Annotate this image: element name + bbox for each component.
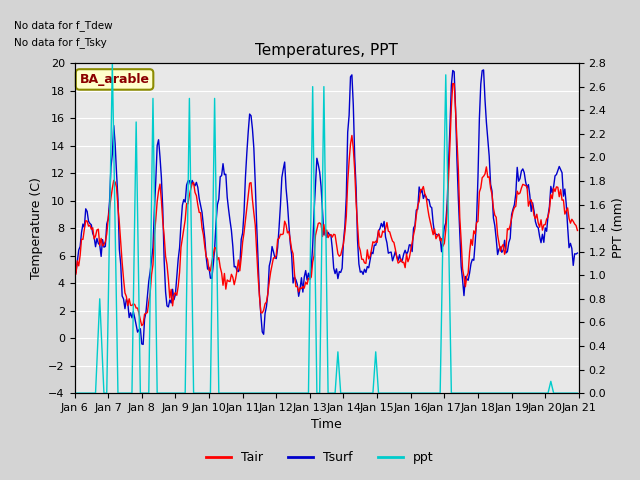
Legend: Tair, Tsurf, ppt: Tair, Tsurf, ppt — [202, 446, 438, 469]
Y-axis label: PPT (mm): PPT (mm) — [612, 198, 625, 258]
Text: No data for f_Tdew: No data for f_Tdew — [14, 20, 113, 31]
X-axis label: Time: Time — [311, 419, 342, 432]
Text: No data for f_Tsky: No data for f_Tsky — [14, 36, 107, 48]
Title: Temperatures, PPT: Temperatures, PPT — [255, 43, 398, 58]
Y-axis label: Temperature (C): Temperature (C) — [29, 177, 43, 279]
Text: BA_arable: BA_arable — [79, 73, 150, 86]
